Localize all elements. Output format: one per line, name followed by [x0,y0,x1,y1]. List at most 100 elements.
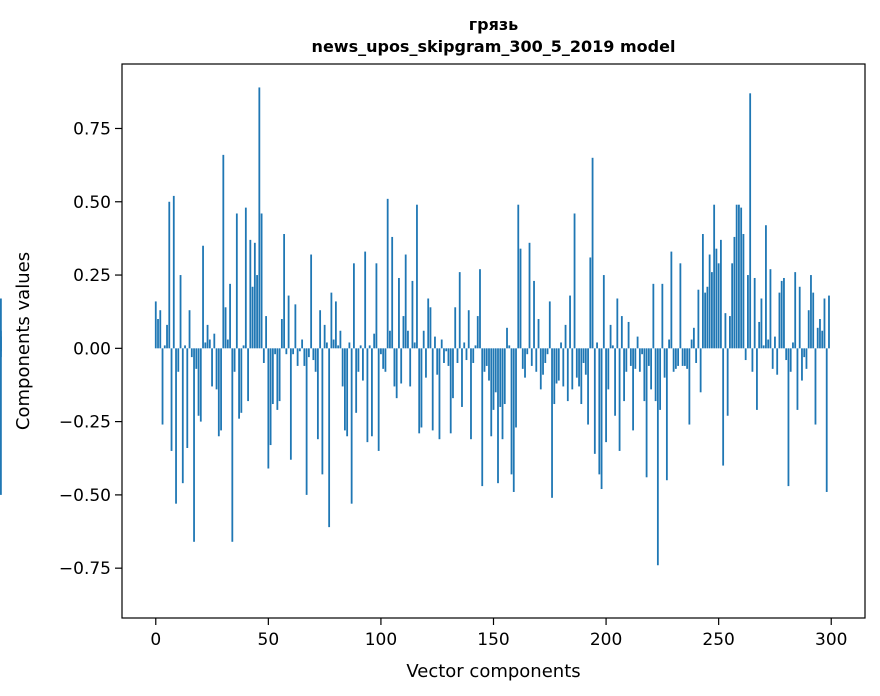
bar [271,348,274,405]
bar [380,348,382,355]
bar [359,345,362,349]
bar [247,348,249,402]
bar [704,292,707,349]
bar [733,236,736,349]
bar [717,263,720,349]
bar [798,286,801,349]
bar [807,310,810,349]
bar [785,348,788,361]
bar [449,348,452,434]
bar [794,272,797,349]
bar [670,251,673,349]
bar [258,87,261,349]
bar [213,333,216,349]
bar [609,324,612,349]
bar [429,307,432,349]
bar [238,348,240,419]
bar [321,348,324,475]
bar [402,316,405,349]
bar [215,348,218,390]
y-axis-ticks: −0.75 −0.50 −0.25 0.00 0.25 0.50 0.75 [59,119,122,579]
bar [0,298,2,349]
bar [787,348,790,487]
x-tick-label: 250 [702,630,734,650]
bar [418,348,421,434]
bar [564,324,567,349]
x-tick-label: 100 [365,630,397,650]
bar [501,348,504,440]
bar [229,283,231,349]
bar [517,204,520,349]
bar [663,348,666,378]
bar [580,348,583,405]
bar [373,333,376,349]
bar [438,348,441,440]
bar [632,348,634,431]
bar [620,316,623,349]
x-axis-ticks: 0 50 100 150 200 250 300 [150,618,847,650]
bar [490,348,493,437]
bar [573,213,576,349]
y-tick-label: 0.75 [73,119,111,139]
bar [188,310,191,349]
bar [224,307,227,349]
bar [708,254,711,349]
y-tick-label: −0.75 [59,559,111,579]
bar [537,319,540,349]
bar [461,348,463,407]
bar [760,298,763,349]
bar [596,342,598,349]
bar [497,348,499,484]
bar [465,348,468,361]
bar [157,319,159,349]
bar [562,348,565,387]
bar [328,348,331,528]
bar [470,348,472,440]
bar [287,295,290,349]
bar [463,342,466,349]
bar [384,348,387,372]
bar [474,345,477,349]
bar [177,348,180,372]
y-tick-label: 0.25 [73,266,111,286]
bar [440,339,443,349]
bar [312,348,315,361]
bar [0,348,2,358]
bar [485,348,488,366]
bar [249,239,252,349]
bar [650,348,653,390]
bar [690,339,693,349]
bar [294,304,297,349]
bar [683,348,686,366]
bar [303,348,306,366]
bar [262,348,265,363]
bar [515,348,517,428]
bar [334,301,337,349]
bar [812,292,815,349]
bar [389,330,391,349]
bar [548,301,551,349]
bar [0,348,2,352]
bar [753,277,756,349]
bar [197,348,200,416]
bar [614,348,616,416]
bar [789,348,792,372]
bar [391,236,394,349]
bar [503,348,506,405]
bar [566,348,569,402]
bar [656,348,659,566]
bar [578,348,580,387]
bar [591,157,594,349]
bar [161,348,164,425]
bar [422,330,425,349]
bar [697,289,700,349]
bar [780,280,783,349]
bar [634,348,637,369]
bar [382,348,385,369]
bar [454,307,457,349]
bar [371,348,373,437]
bar [641,348,643,355]
bar [488,348,490,381]
bar [434,336,436,349]
bar [616,298,619,349]
